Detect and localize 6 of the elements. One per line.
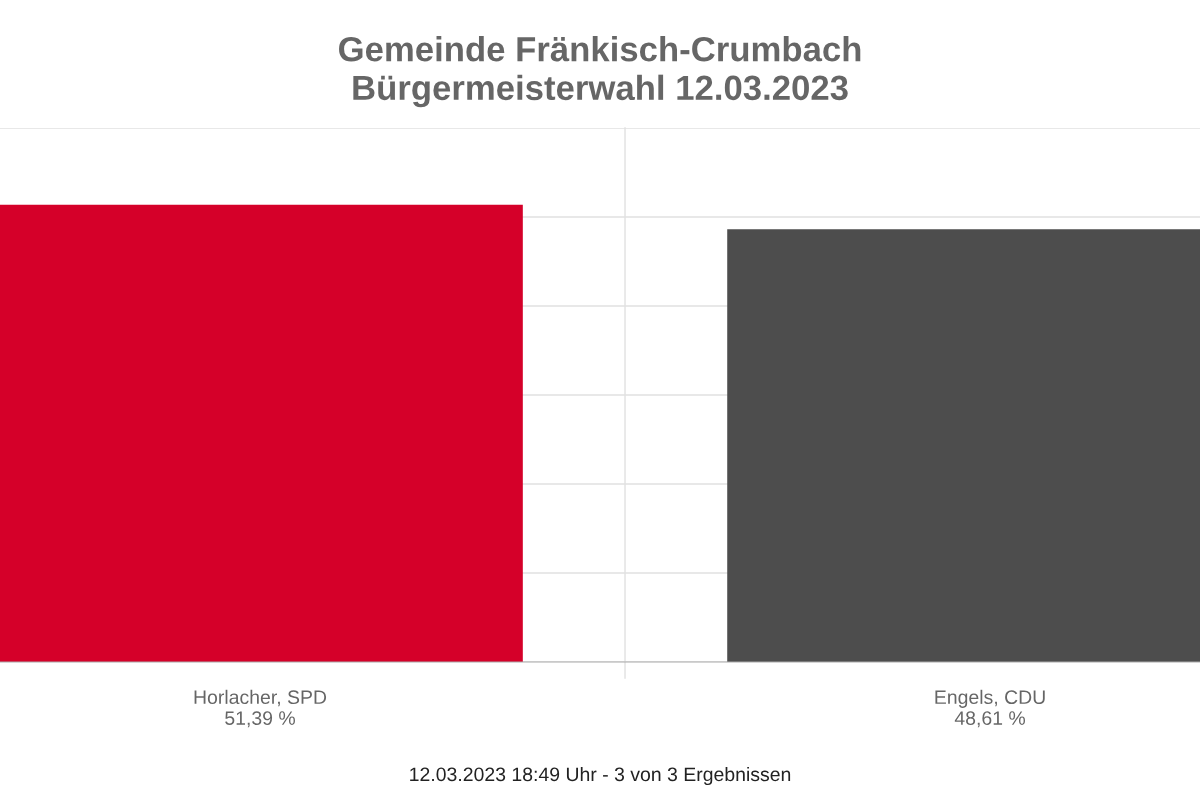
data-label: 51,39 % <box>225 711 295 728</box>
text: 12.03.2023 18:49 Uhr - 3 von 3 Ergebnissen <box>410 766 791 786</box>
data-label: 48,61 % <box>954 711 1026 728</box>
x-tick-label: Engels, CDU <box>935 689 1045 708</box>
x-tick-label: Horlacher, SPD <box>194 689 327 707</box>
chart-title: Gemeinde Fränkisch-Crumbach Bürgermeisterwahl 12.03.2023 <box>339 36 861 108</box>
